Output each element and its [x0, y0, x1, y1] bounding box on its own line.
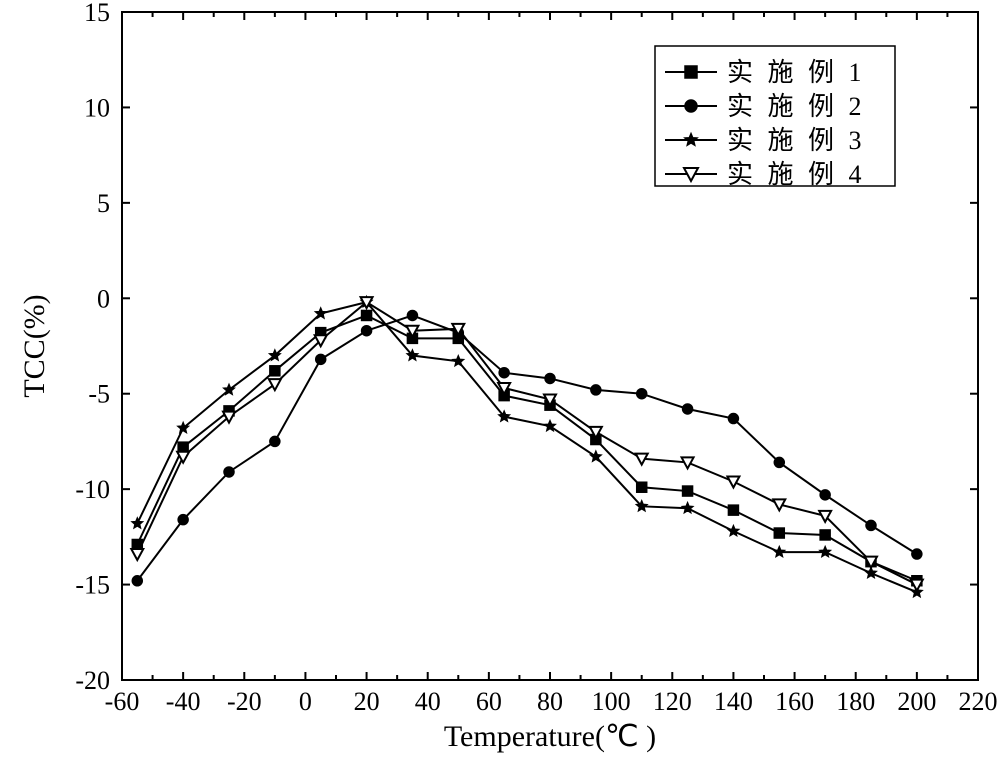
- x-tick-label: 180: [836, 687, 875, 716]
- x-tick-label: 0: [299, 687, 312, 716]
- x-tick-label: -40: [166, 687, 201, 716]
- series-line: [137, 315, 917, 580]
- y-tick-label: 10: [84, 93, 110, 122]
- chart-container: -60-40-20020406080100120140160180200220-…: [0, 0, 1000, 762]
- y-tick-label: -10: [75, 475, 110, 504]
- line-chart: -60-40-20020406080100120140160180200220-…: [0, 0, 1000, 762]
- y-tick-label: -5: [88, 380, 110, 409]
- x-tick-label: 140: [714, 687, 753, 716]
- series-line: [137, 302, 917, 584]
- x-tick-label: 40: [415, 687, 441, 716]
- series-line: [137, 315, 917, 580]
- series-example-2: [132, 310, 922, 585]
- x-tick-label: 120: [653, 687, 692, 716]
- legend-label: 实 施 例 2: [727, 92, 866, 121]
- x-tick-label: 60: [476, 687, 502, 716]
- x-tick-label: 80: [537, 687, 563, 716]
- series-example-4: [131, 297, 923, 590]
- x-tick-label: 200: [897, 687, 936, 716]
- x-tick-label: 220: [959, 687, 998, 716]
- x-tick-label: -20: [227, 687, 262, 716]
- y-axis-label: TCC(%): [18, 294, 51, 397]
- x-axis-label: Temperature(℃ ): [444, 720, 656, 753]
- legend-label: 实 施 例 1: [727, 58, 866, 87]
- y-tick-label: 5: [97, 189, 110, 218]
- y-tick-label: -20: [75, 666, 110, 695]
- x-tick-label: 20: [354, 687, 380, 716]
- series-example-3: [132, 296, 923, 597]
- legend-label: 实 施 例 3: [727, 126, 866, 155]
- series-example-1: [132, 310, 922, 585]
- x-tick-label: 160: [775, 687, 814, 716]
- y-tick-label: 15: [84, 0, 110, 27]
- y-tick-label: 0: [97, 284, 110, 313]
- series-line: [137, 302, 917, 592]
- x-tick-label: 100: [592, 687, 631, 716]
- legend-label: 实 施 例 4: [727, 160, 866, 189]
- y-tick-label: -15: [75, 571, 110, 600]
- legend: 实 施 例 1 实 施 例 2 实 施 例 3 实 施 例 4: [655, 46, 895, 189]
